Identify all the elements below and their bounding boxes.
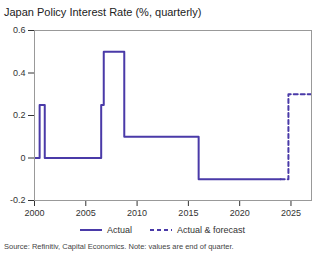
svg-text:2015: 2015 [178,208,198,218]
svg-text:0.4: 0.4 [13,68,26,78]
svg-text:2020: 2020 [230,208,250,218]
html-text:Japan Policy Interest Rate (%,: Japan Policy Interest Rate (%, quarterly… [4,6,202,18]
svg-text:2025: 2025 [281,208,301,218]
html-text:Actual: Actual [107,225,132,235]
svg-text:2010: 2010 [127,208,147,218]
svg-text:0.2: 0.2 [13,110,26,120]
svg-text:0: 0 [20,153,25,163]
html-text:Actual & forecast: Actual & forecast [177,225,245,235]
svg-text:0.6: 0.6 [13,25,26,35]
svg-text:2000: 2000 [24,208,44,218]
html-text:Source: Refinitiv, Capital Eco: Source: Refinitiv, Capital Economics. No… [4,242,234,251]
svg-text:-0.2: -0.2 [10,195,26,205]
svg-text:2005: 2005 [76,208,96,218]
